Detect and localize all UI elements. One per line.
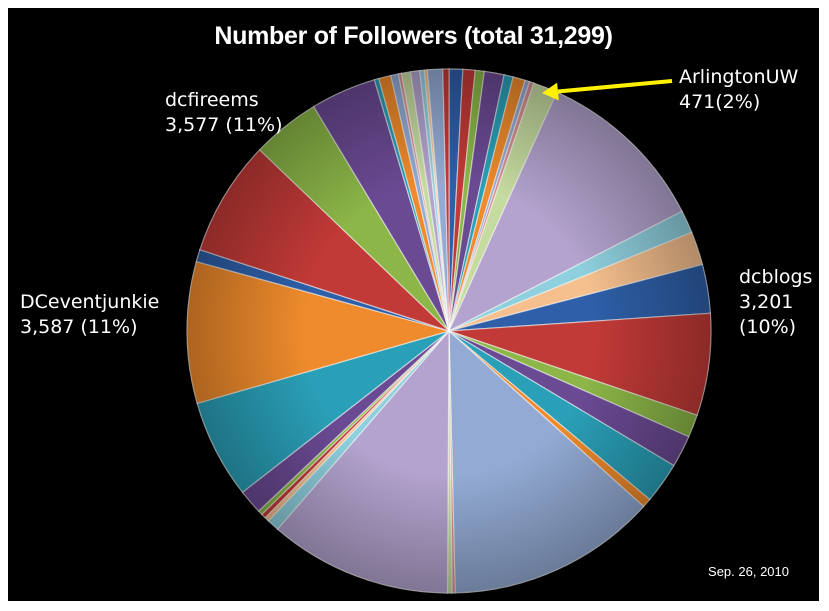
label-dcblogs-value: 3,201 — [739, 291, 794, 313]
label-dceventjunkie: DCeventjunkie 3,587 (11%) — [20, 290, 159, 340]
pie-shading — [187, 69, 711, 593]
label-dcblogs-name: dcblogs — [739, 266, 813, 288]
chart-frame: Number of Followers (total 31,299) Arlin… — [8, 8, 819, 601]
label-dcblogs: dcblogs 3,201 (10%) — [739, 265, 812, 340]
arlingtonuw-pointer-arrow — [557, 79, 673, 94]
label-dceventjunkie-value: 3,587 (11%) — [20, 316, 138, 338]
pie-chart — [186, 68, 712, 594]
date-note: Sep. 26, 2010 — [708, 564, 789, 579]
arlingtonuw-pointer-arrowhead — [542, 82, 559, 101]
chart-title: Number of Followers (total 31,299) — [214, 22, 613, 50]
label-dcfireems-name: dcfireems — [165, 89, 259, 111]
label-dcblogs-percent: (10%) — [739, 316, 797, 338]
label-dcfireems-value: 3,577 (11%) — [165, 114, 283, 136]
label-arlingtonuw: ArlingtonUW 471(2%) — [679, 65, 798, 115]
label-arlingtonuw-value: 471(2%) — [679, 91, 761, 113]
label-dceventjunkie-name: DCeventjunkie — [20, 291, 160, 313]
label-arlingtonuw-name: ArlingtonUW — [679, 66, 799, 88]
label-dcfireems: dcfireems 3,577 (11%) — [165, 88, 283, 138]
